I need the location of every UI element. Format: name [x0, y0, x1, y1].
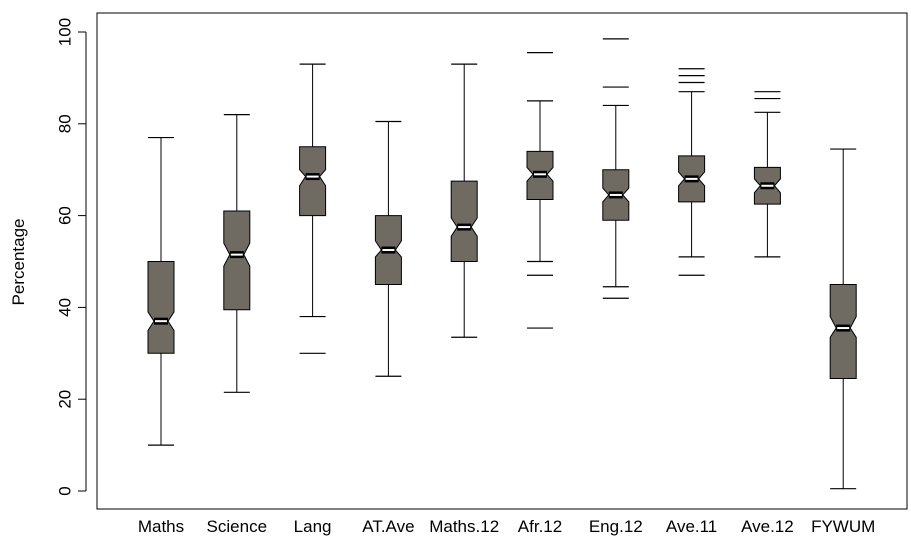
y-tick-label: 20	[55, 390, 74, 409]
notched-box	[299, 146, 327, 217]
box-maths-12	[450, 63, 478, 338]
y-tick-label: 40	[55, 298, 74, 317]
box-lang	[299, 63, 327, 354]
y-axis: 0 20 40 60 80 100	[55, 18, 87, 496]
notched-box	[450, 180, 478, 262]
x-tick-label: FYWUM	[811, 517, 875, 536]
box-ave-12	[753, 91, 781, 258]
y-tick-label: 0	[55, 486, 74, 495]
box-fywum	[829, 148, 857, 490]
x-tick-label: Ave.12	[741, 517, 794, 536]
box-science	[223, 114, 251, 393]
box-maths	[147, 136, 175, 446]
box-afr-12	[526, 52, 554, 329]
x-tick-label: Ave.11	[666, 517, 717, 536]
plot-area-frame	[96, 12, 908, 510]
x-tick-label: Science	[207, 517, 267, 536]
y-axis-label: Percentage	[9, 219, 28, 306]
x-tick-label: Eng.12	[589, 517, 643, 536]
x-tick-label: Maths.12	[429, 517, 499, 536]
notched-box	[223, 210, 251, 311]
x-tick-label: Afr.12	[518, 517, 562, 536]
y-tick-label: 80	[55, 114, 74, 133]
box-at-ave	[374, 120, 402, 377]
x-tick-label: AT.Ave	[362, 517, 414, 536]
notched-box	[147, 261, 175, 354]
box-ave-11	[678, 68, 706, 276]
y-tick-label: 100	[55, 18, 74, 46]
y-tick-label: 60	[55, 206, 74, 225]
box-eng-12	[602, 38, 630, 299]
x-axis: Maths Science Lang AT.Ave Maths.12 Afr.12 Eng.…	[138, 517, 875, 536]
x-tick-label: Maths	[138, 517, 184, 536]
x-tick-label: Lang	[294, 517, 332, 536]
boxes-group	[147, 38, 857, 490]
